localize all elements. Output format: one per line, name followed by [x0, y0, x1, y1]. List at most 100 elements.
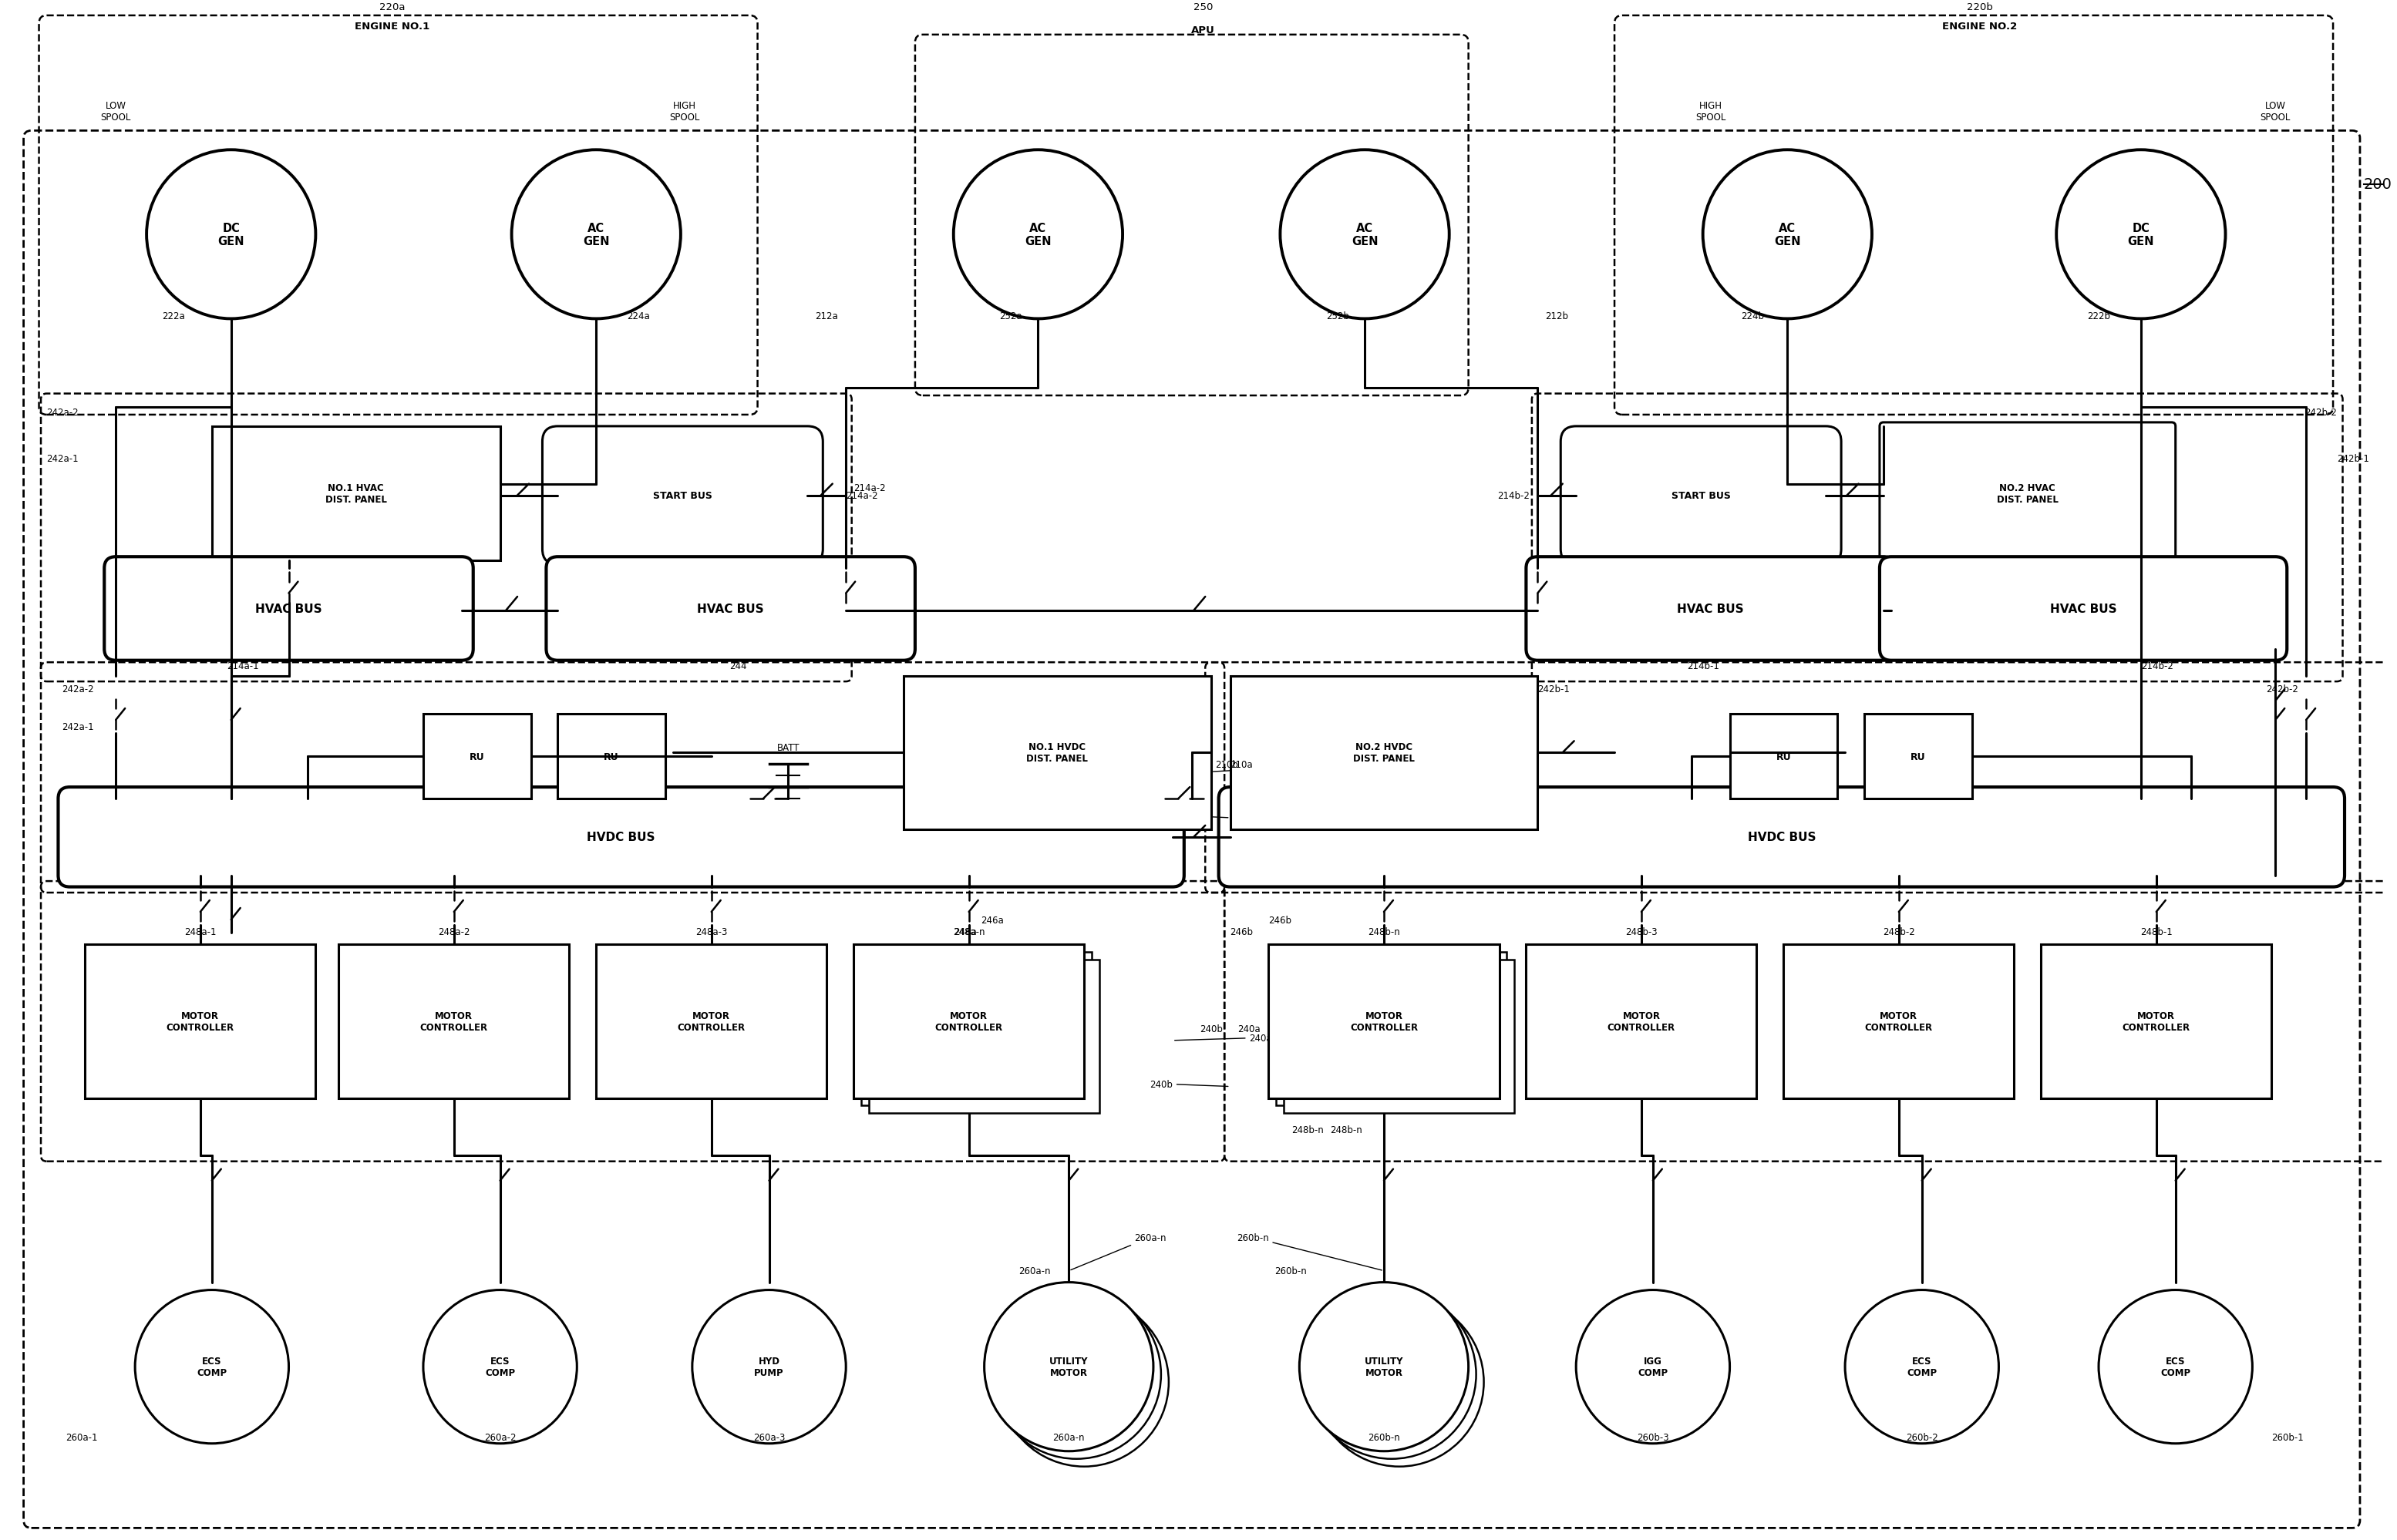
Text: 240a: 240a [1237, 1024, 1261, 1035]
Circle shape [1846, 1291, 1999, 1443]
Text: 260b-n: 260b-n [1275, 1266, 1306, 1275]
Text: UTILITY
MOTOR: UTILITY MOTOR [1364, 1357, 1402, 1378]
Text: 246b: 246b [1268, 915, 1292, 926]
Circle shape [693, 1291, 846, 1443]
Circle shape [1280, 151, 1450, 319]
Bar [1268, 944, 1498, 1098]
Text: ENGINE NO.1: ENGINE NO.1 [355, 22, 429, 31]
Text: HIGH
SPOOL: HIGH SPOOL [1695, 102, 1726, 123]
Circle shape [146, 151, 316, 319]
Text: APU: APU [1191, 25, 1215, 35]
Text: UTILITY
MOTOR: UTILITY MOTOR [1050, 1357, 1088, 1378]
Text: 214b-2: 214b-2 [1498, 491, 1529, 500]
Text: 252b: 252b [1326, 311, 1350, 322]
Bar [870, 959, 1100, 1113]
Text: 200: 200 [2363, 177, 2392, 192]
Circle shape [1314, 1298, 1484, 1466]
Text: 210b: 210b [1160, 810, 1227, 821]
Text: 212b: 212b [1546, 311, 1568, 322]
Text: ECS
COMP: ECS COMP [2160, 1357, 2191, 1378]
Circle shape [424, 1291, 578, 1443]
Text: 248b-3: 248b-3 [1625, 927, 1656, 936]
Text: 240a: 240a [1175, 1033, 1273, 1043]
Text: AC
GEN: AC GEN [1774, 222, 1800, 248]
Text: 214a-2: 214a-2 [853, 484, 887, 493]
Bar [1865, 715, 1973, 799]
Text: 242a-2: 242a-2 [62, 684, 93, 695]
Text: RU: RU [604, 752, 618, 762]
Text: 260a-2: 260a-2 [484, 1432, 515, 1441]
Text: 242b-1: 242b-1 [2337, 454, 2368, 464]
Text: MOTOR
CONTROLLER: MOTOR CONTROLLER [1350, 1010, 1419, 1032]
Bar [1783, 944, 2013, 1098]
Text: 214b-1: 214b-1 [1687, 661, 1719, 671]
Text: 248a-n: 248a-n [954, 927, 985, 936]
Circle shape [1000, 1298, 1170, 1466]
Text: 242b-2: 242b-2 [2265, 684, 2299, 695]
Text: 248a-1: 248a-1 [185, 927, 216, 936]
Bar [559, 715, 666, 799]
Text: 242a-1: 242a-1 [62, 722, 93, 731]
Text: MOTOR
CONTROLLER: MOTOR CONTROLLER [2121, 1010, 2191, 1032]
Text: 210a: 210a [1213, 764, 1273, 775]
Text: MOTOR
CONTROLLER: MOTOR CONTROLLER [1608, 1010, 1676, 1032]
Bar [904, 676, 1210, 830]
Text: ECS
COMP: ECS COMP [197, 1357, 228, 1378]
Text: 260b-n: 260b-n [1369, 1432, 1400, 1441]
Text: MOTOR
CONTROLLER: MOTOR CONTROLLER [419, 1010, 489, 1032]
Text: START BUS: START BUS [1671, 491, 1731, 500]
Text: MOTOR
CONTROLLER: MOTOR CONTROLLER [165, 1010, 235, 1032]
FancyBboxPatch shape [1879, 557, 2287, 661]
Text: 242b-2: 242b-2 [2304, 408, 2337, 417]
Bar [597, 944, 827, 1098]
Text: AC
GEN: AC GEN [582, 222, 609, 248]
Text: 224a: 224a [628, 311, 650, 322]
Text: START BUS: START BUS [652, 491, 712, 500]
Text: 214a-2: 214a-2 [846, 491, 877, 500]
Bar [211, 427, 501, 561]
Text: 224b: 224b [1740, 311, 1764, 322]
Bar [2040, 944, 2272, 1098]
Text: RU: RU [1910, 752, 1925, 762]
Text: AC
GEN: AC GEN [1352, 222, 1378, 248]
Text: 214b-2: 214b-2 [2141, 661, 2174, 671]
Text: 210a: 210a [1230, 759, 1254, 770]
Text: 248a-2: 248a-2 [439, 927, 470, 936]
Text: 246a: 246a [954, 927, 976, 936]
Circle shape [954, 151, 1122, 319]
Text: NO.2 HVDC
DIST. PANEL: NO.2 HVDC DIST. PANEL [1354, 742, 1414, 764]
Text: 242a-2: 242a-2 [46, 408, 79, 417]
Text: HVDC BUS: HVDC BUS [1747, 832, 1817, 842]
Text: 222b: 222b [2088, 311, 2109, 322]
Text: RU: RU [470, 752, 484, 762]
Bar [338, 944, 568, 1098]
Bar [1230, 676, 1536, 830]
Text: HVAC BUS: HVAC BUS [698, 604, 765, 614]
FancyBboxPatch shape [58, 787, 1184, 887]
Text: BATT: BATT [777, 742, 801, 753]
FancyBboxPatch shape [1560, 427, 1841, 565]
Text: LOW
SPOOL: LOW SPOOL [2260, 102, 2292, 123]
Text: IGG
COMP: IGG COMP [1637, 1357, 1668, 1378]
Text: 260b-1: 260b-1 [2272, 1432, 2304, 1441]
Text: 260a-3: 260a-3 [753, 1432, 786, 1441]
Bar [1285, 959, 1515, 1113]
Text: 242a-1: 242a-1 [46, 454, 79, 464]
Text: AC
GEN: AC GEN [1026, 222, 1052, 248]
FancyBboxPatch shape [1879, 424, 2176, 565]
Text: NO.1 HVAC
DIST. PANEL: NO.1 HVAC DIST. PANEL [326, 484, 386, 505]
Text: 246a: 246a [980, 915, 1004, 926]
Text: 248b-n: 248b-n [1292, 1126, 1323, 1135]
Circle shape [2100, 1291, 2253, 1443]
Text: HVDC BUS: HVDC BUS [587, 832, 654, 842]
Bar [861, 952, 1093, 1106]
Text: HVAC BUS: HVAC BUS [1678, 604, 1745, 614]
Text: 240b: 240b [1198, 1024, 1222, 1035]
Bar [1731, 715, 1838, 799]
Text: 250: 250 [1194, 2, 1213, 12]
Text: 210b: 210b [1215, 759, 1237, 770]
Text: ECS
COMP: ECS COMP [484, 1357, 515, 1378]
Text: 246b: 246b [1230, 927, 1254, 936]
Text: HIGH
SPOOL: HIGH SPOOL [669, 102, 700, 123]
Text: 220a: 220a [379, 2, 405, 12]
